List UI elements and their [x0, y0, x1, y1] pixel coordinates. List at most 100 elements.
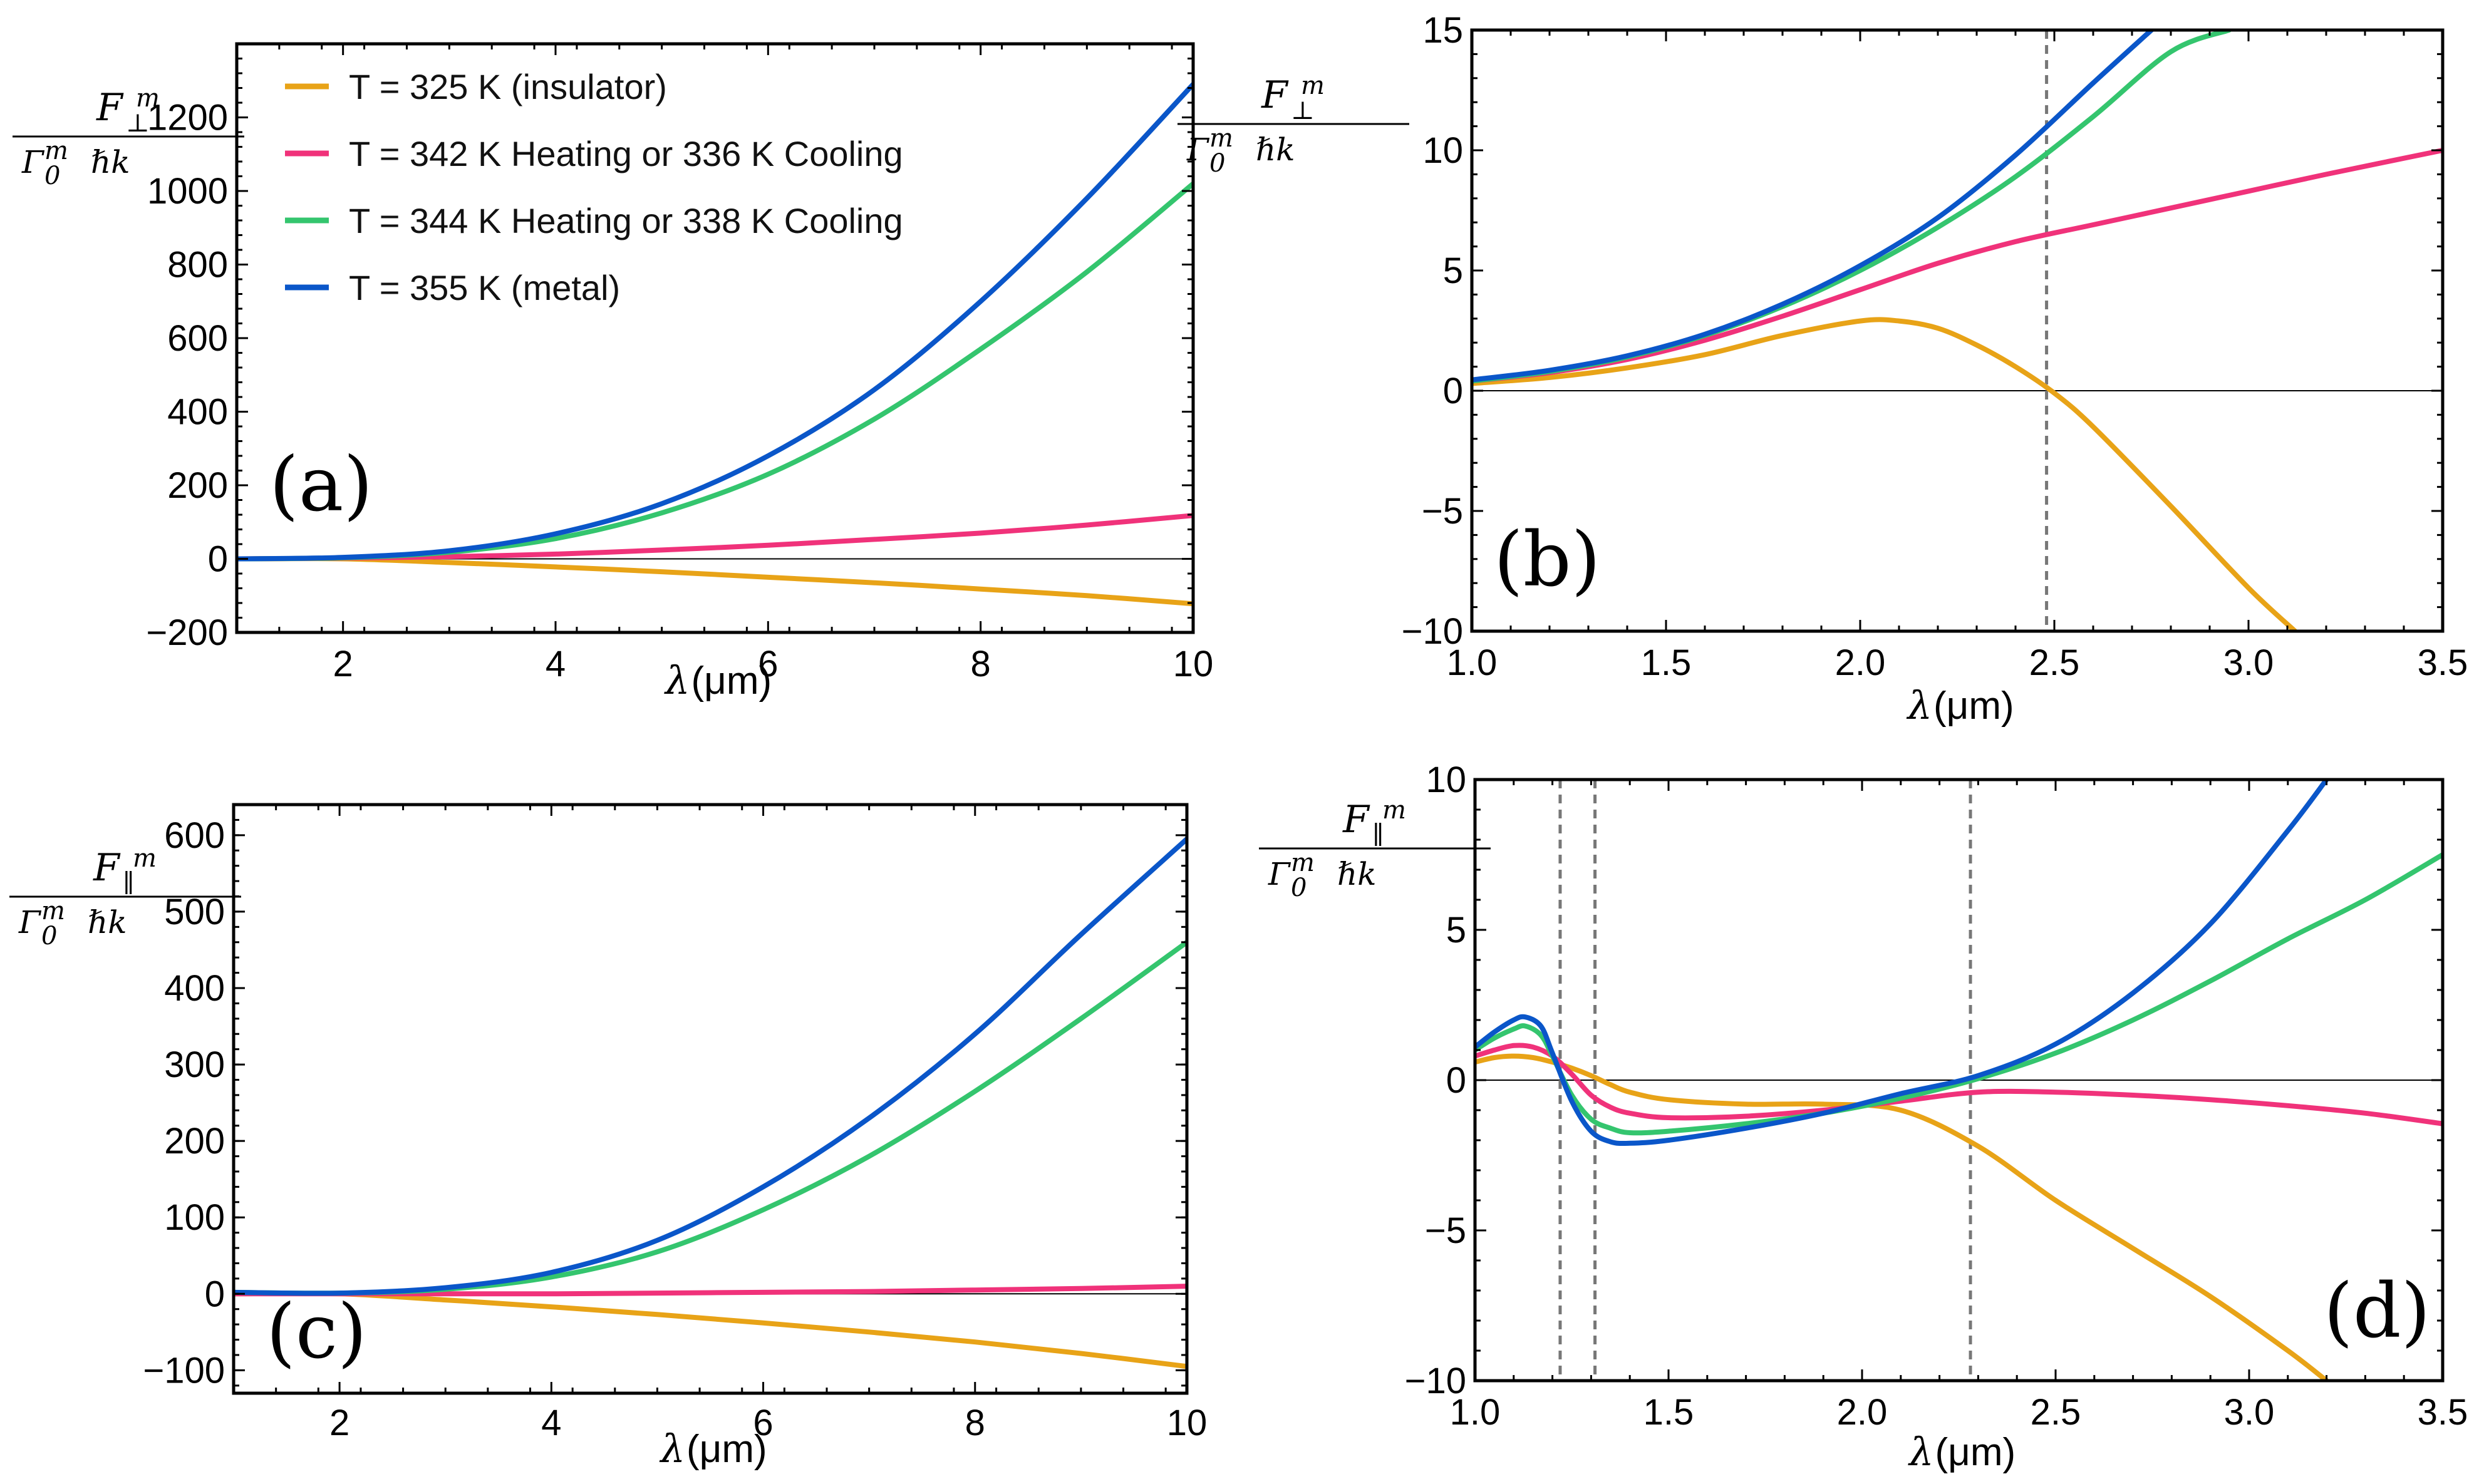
series-line-metal — [234, 836, 1187, 1296]
x-tick-label: 3.0 — [2223, 642, 2274, 683]
y-label-denominator-sub: 0 — [1209, 149, 1225, 178]
x-axis-label-symbol: λ — [1907, 1429, 1933, 1475]
legend-item: T = 325 K (insulator) — [285, 67, 667, 106]
panel-c: 2 4 6 8 10 −100 0 100 200 300 400 500 600 (c) λ (μm) — [143, 803, 1207, 1471]
series-group — [237, 81, 1193, 607]
x-tick-label: 1.5 — [1641, 642, 1692, 683]
y-tick-label: 300 — [164, 1044, 225, 1085]
x-tick-label: 6 — [753, 1403, 773, 1443]
x-tick-label: 2.0 — [1835, 642, 1886, 683]
y-label-denominator-sup: m — [41, 897, 65, 925]
y-label-denominator-tail: ℏk — [1256, 131, 1295, 168]
x-tick-label: 2 — [333, 644, 353, 684]
y-tick-label: 500 — [164, 892, 225, 932]
y-tick-label: 1000 — [147, 171, 228, 212]
y-tick-label: 1200 — [147, 98, 228, 138]
panel-b: 1.0 1.5 2.0 2.5 3.0 3.5 −10 −5 0 5 10 15 (b) λ (μm) — [1402, 10, 2468, 728]
x-axis-label-symbol: λ — [663, 657, 690, 703]
x-axis-label-unit: (μm) — [1933, 684, 2014, 728]
y-tick-label: 10 — [1422, 130, 1463, 171]
legend-label: T = 344 K Heating or 338 K Cooling — [349, 201, 903, 240]
y-label-numerator-sup: m — [133, 844, 157, 873]
series-group — [234, 836, 1187, 1369]
y-tick-label: 0 — [1446, 1060, 1466, 1101]
y-label-denominator-sub: 0 — [1291, 873, 1307, 902]
series-line-heating344 — [1475, 852, 2443, 1136]
series-group — [1472, 30, 2443, 631]
y-label-denominator-tail: ℏk — [88, 904, 127, 940]
y-tick-label: −5 — [1422, 491, 1463, 532]
y-tick-label: 100 — [164, 1197, 225, 1238]
y-label-numerator-sub: ∥ — [123, 869, 134, 898]
series-line-heating342 — [237, 513, 1193, 562]
series-line-heating344 — [234, 939, 1187, 1296]
x-tick-label: 2.5 — [2031, 1392, 2081, 1433]
series-line-heating344 — [1472, 30, 2232, 384]
x-tick-label: 3.5 — [2418, 1392, 2468, 1433]
y-tick-label: 400 — [164, 968, 225, 1009]
y-tick-label: 0 — [1443, 371, 1463, 411]
x-tick-label: 4 — [546, 644, 566, 684]
tick-marks — [232, 803, 1188, 1393]
y-tick-label: 10 — [1426, 760, 1466, 800]
panel-d: 1.0 1.5 2.0 2.5 3.0 3.5 −10 −5 0 5 10 (d) λ (μm) — [1405, 760, 2468, 1475]
legend-item: T = 342 K Heating or 336 K Cooling — [285, 134, 903, 173]
y-label-numerator: F — [93, 846, 121, 890]
y-label-denominator: Γ — [1268, 856, 1291, 892]
y-tick-label: 600 — [164, 815, 225, 856]
y-label-numerator-sup: m — [136, 84, 160, 113]
y-tick-label: −10 — [1405, 1361, 1466, 1401]
legend-label: T = 342 K Heating or 336 K Cooling — [349, 134, 903, 173]
legend-label: T = 325 K (insulator) — [349, 67, 667, 106]
x-tick-label: 3.5 — [2418, 642, 2468, 683]
x-axis-label-unit: (μm) — [691, 659, 772, 703]
series-line-metal — [237, 81, 1193, 562]
x-tick-label: 1.0 — [1447, 642, 1498, 683]
y-tick-label: −100 — [143, 1350, 225, 1391]
y-tick-label: 200 — [164, 1121, 225, 1162]
tick-marks — [1474, 778, 2444, 1382]
series-group — [1475, 780, 2443, 1381]
x-tick-label: 10 — [1173, 644, 1214, 684]
plot-frame — [232, 803, 1189, 1395]
y-tick-label: 0 — [208, 539, 228, 580]
panel-label: (c) — [266, 1289, 367, 1376]
x-tick-label: 3.0 — [2224, 1392, 2275, 1433]
series-line-insulator — [1472, 317, 2298, 631]
plot-frame — [235, 42, 1195, 634]
tick-marks — [235, 43, 1194, 634]
plot-frame — [1470, 28, 2445, 633]
y-tick-label: 800 — [167, 245, 228, 286]
tick-marks — [1471, 29, 2444, 632]
y-label-numerator: F — [1261, 73, 1289, 117]
y-label-denominator-sub: 0 — [44, 162, 60, 190]
x-tick-label: 1.0 — [1450, 1392, 1501, 1433]
y-label-numerator-sub: ∥ — [1372, 821, 1384, 850]
x-axis-label-symbol: λ — [1906, 683, 1932, 728]
x-tick-label: 8 — [971, 644, 991, 684]
y-label-numerator: F — [1342, 798, 1370, 842]
y-label-denominator: Γ — [1186, 131, 1210, 168]
legend-item: T = 344 K Heating or 338 K Cooling — [285, 201, 903, 240]
legend-label: T = 355 K (metal) — [349, 268, 620, 307]
y-label-denominator-sup: m — [44, 137, 68, 165]
x-tick-label: 8 — [965, 1403, 985, 1443]
y-tick-label: −5 — [1425, 1210, 1466, 1251]
x-tick-label: 4 — [541, 1403, 561, 1443]
y-tick-label: 600 — [167, 318, 228, 359]
x-tick-label: 2 — [329, 1403, 349, 1443]
y-label-numerator-sup: m — [1382, 796, 1406, 825]
x-tick-label: 2.0 — [1837, 1392, 1888, 1433]
y-label-denominator-sup: m — [1209, 124, 1233, 153]
x-axis-label-unit: (μm) — [686, 1428, 767, 1471]
y-tick-label: 0 — [205, 1274, 225, 1314]
y-label-denominator: Γ — [18, 904, 42, 940]
y-tick-label: 5 — [1443, 250, 1463, 291]
legend-item: T = 355 K (metal) — [285, 268, 620, 307]
panel-label: (b) — [1494, 517, 1600, 604]
y-tick-label: 5 — [1446, 910, 1466, 951]
series-line-metal — [1472, 30, 2154, 383]
